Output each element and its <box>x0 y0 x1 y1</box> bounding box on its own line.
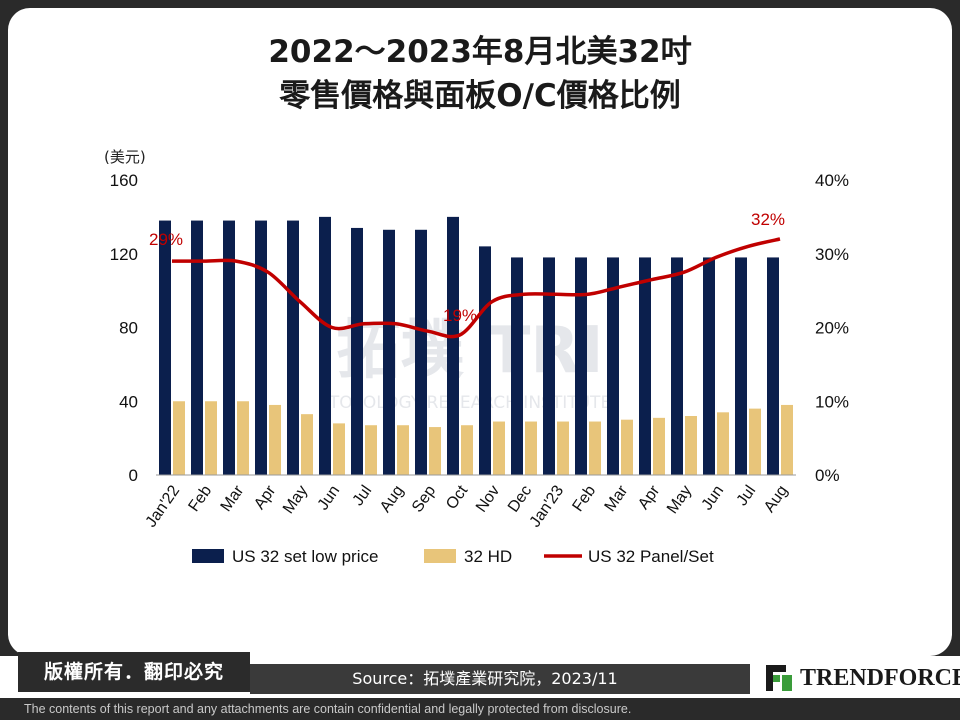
chart-title-line-2: 零售價格與面板O/C價格比例 <box>279 78 681 114</box>
bar-us-32-set-low-price <box>415 229 427 475</box>
x-axis-tick-label: Jun <box>315 483 344 514</box>
bar-us-32-set-low-price <box>767 257 779 475</box>
x-axis-tick-label: Aug <box>377 483 407 516</box>
x-axis-tick-label: May <box>280 483 311 518</box>
x-axis-tick-label: Apr <box>251 482 280 513</box>
line-us-32-panel-set <box>172 237 781 339</box>
bar-us-32-set-low-price <box>543 257 555 475</box>
data-label-panel-set: 32% <box>751 210 785 229</box>
bar-32-hd <box>301 414 313 475</box>
legend-label-32-hd: 32 HD <box>464 547 512 566</box>
bar-32-hd <box>589 421 601 475</box>
bar-32-hd <box>333 423 345 475</box>
bar-32-hd <box>653 417 665 475</box>
bar-32-hd <box>557 421 569 475</box>
bar-us-32-set-low-price <box>735 257 747 475</box>
bar-32-hd <box>621 419 633 475</box>
x-axis-tick-label: Jun <box>699 483 728 514</box>
y-axis-left-tick: 120 <box>110 245 138 264</box>
bar-us-32-set-low-price <box>671 257 683 475</box>
y-axis-left-tick: 160 <box>110 171 138 190</box>
data-label-panel-set: 19% <box>443 306 477 325</box>
x-axis-tick-label: Dec <box>505 483 535 516</box>
bar-32-hd <box>685 416 697 475</box>
bar-32-hd <box>173 401 185 475</box>
y-axis-right-tick: 40% <box>815 171 849 190</box>
legend-label-us-32-panel-set: US 32 Panel/Set <box>588 547 714 566</box>
bar-us-32-set-low-price <box>223 220 235 475</box>
x-axis-tick-label: Aug <box>761 483 791 516</box>
y-axis-right-tick: 0% <box>815 466 840 485</box>
y-axis-right-tick: 20% <box>815 319 849 338</box>
data-label-panel-set: 29% <box>149 230 183 249</box>
bar-us-32-set-low-price <box>607 257 619 475</box>
bar-32-hd <box>525 421 537 475</box>
x-axis-tick-label: Jul <box>734 483 760 510</box>
bar-32-hd <box>493 421 505 475</box>
bar-32-hd <box>717 412 729 475</box>
bar-us-32-set-low-price <box>287 220 299 475</box>
legend-swatch-32-hd <box>424 549 456 563</box>
bar-us-32-set-low-price <box>703 257 715 475</box>
bar-us-32-set-low-price <box>159 220 171 475</box>
x-axis-tick-label: Feb <box>186 482 216 514</box>
bar-us-32-set-low-price <box>319 216 331 475</box>
copyright-badge: 版權所有．翻印必究 <box>18 652 250 692</box>
bar-32-hd <box>781 404 793 475</box>
bar-us-32-set-low-price <box>479 246 491 475</box>
y-axis-left-tick: 40 <box>119 392 138 411</box>
x-axis-tick-label: Jan'22 <box>143 482 184 530</box>
trendforce-logo: TRENDFORCE <box>762 660 960 696</box>
bar-us-32-set-low-price <box>575 257 587 475</box>
y-axis-left-tick: 0 <box>129 466 138 485</box>
bar-32-hd <box>397 425 409 475</box>
y-axis-right-tick: 10% <box>815 392 849 411</box>
x-axis-tick-label: Apr <box>635 482 664 513</box>
y-axis-right-tick: 30% <box>815 245 849 264</box>
x-axis-tick-label: Nov <box>473 483 503 516</box>
legend-swatch-us-32-set-low-price <box>192 549 224 563</box>
watermark-text: TOPOLOGY RESEARCH INSTITUTE <box>328 393 611 413</box>
bar-32-hd <box>461 425 473 475</box>
y-axis-unit-label: (美元) <box>104 148 146 166</box>
bar-32-hd <box>237 401 249 475</box>
x-axis-tick-label: Mar <box>218 482 248 515</box>
legend-label-us-32-set-low-price: US 32 set low price <box>232 547 378 566</box>
bar-us-32-set-low-price <box>447 216 459 475</box>
x-axis-tick-label: Jan'23 <box>527 482 568 530</box>
chart-title: 2022～2023年8月北美32吋 零售價格與面板O/C價格比例 <box>0 30 960 118</box>
x-axis-tick-label: Oct <box>443 482 472 513</box>
bar-us-32-set-low-price <box>191 220 203 475</box>
x-axis-tick-label: Feb <box>570 482 600 514</box>
bar-us-32-set-low-price <box>639 257 651 475</box>
x-axis-tick-label: Jul <box>350 483 376 510</box>
x-axis-tick-label: Sep <box>409 482 439 515</box>
bar-32-hd <box>205 401 217 475</box>
bar-us-32-set-low-price <box>351 227 363 475</box>
source-text: Source：拓墣產業研究院，2023/11 <box>352 669 618 688</box>
source-band <box>250 664 750 694</box>
bar-32-hd <box>365 425 377 475</box>
x-axis-tick-label: May <box>664 483 695 518</box>
chart-title-line-1: 2022～2023年8月北美32吋 <box>268 34 692 70</box>
bar-32-hd <box>429 427 441 475</box>
x-axis-tick-label: Mar <box>602 482 632 515</box>
y-axis-left-tick: 80 <box>119 319 138 338</box>
bar-32-hd <box>269 404 281 475</box>
bar-us-32-set-low-price <box>511 257 523 475</box>
trendforce-logo-text: TRENDFORCE <box>800 665 960 691</box>
disclaimer-text: The contents of this report and any atta… <box>24 702 632 716</box>
trendforce-logo-icon <box>766 665 792 691</box>
bar-us-32-set-low-price <box>383 229 395 475</box>
bar-32-hd <box>749 408 761 475</box>
bar-us-32-set-low-price <box>255 220 267 475</box>
